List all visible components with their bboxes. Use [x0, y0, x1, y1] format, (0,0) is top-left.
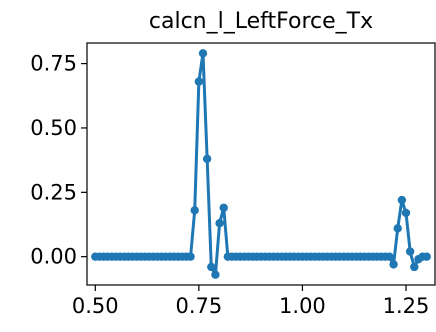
series-line: [95, 51, 427, 277]
data-point: [410, 262, 419, 272]
plot-area: [86, 42, 436, 286]
data-point: [389, 260, 398, 269]
data-point: [186, 252, 195, 261]
data-point: [194, 77, 204, 86]
y-tick-label: 0.75: [30, 52, 77, 76]
x-tick-label: 1.00: [279, 294, 326, 318]
data-point: [385, 252, 394, 261]
data-point: [397, 195, 407, 205]
series-markers: [91, 49, 431, 279]
data-point: [207, 262, 216, 272]
x-tick-label: 1.25: [383, 294, 430, 318]
y-axis: 0.00 0.25 0.50 0.75: [30, 52, 87, 269]
data-point: [215, 219, 224, 228]
x-axis: 0.50 0.75 1.00 1.25: [72, 285, 429, 318]
data-point: [393, 224, 402, 233]
data-point: [219, 203, 228, 212]
y-tick-label: 0.50: [30, 116, 77, 140]
data-point: [405, 247, 415, 256]
chart-title: calcn_l_LeftForce_Tx: [149, 9, 373, 34]
x-tick-label: 0.50: [72, 294, 119, 318]
y-tick-label: 0.00: [30, 245, 77, 269]
data-point: [401, 208, 411, 218]
data-point: [190, 206, 199, 215]
data-point: [211, 270, 220, 279]
y-tick-label: 0.25: [30, 180, 77, 204]
data-point: [422, 252, 431, 261]
data-point: [198, 49, 208, 58]
x-tick-label: 0.75: [175, 294, 222, 318]
data-point: [202, 154, 212, 164]
